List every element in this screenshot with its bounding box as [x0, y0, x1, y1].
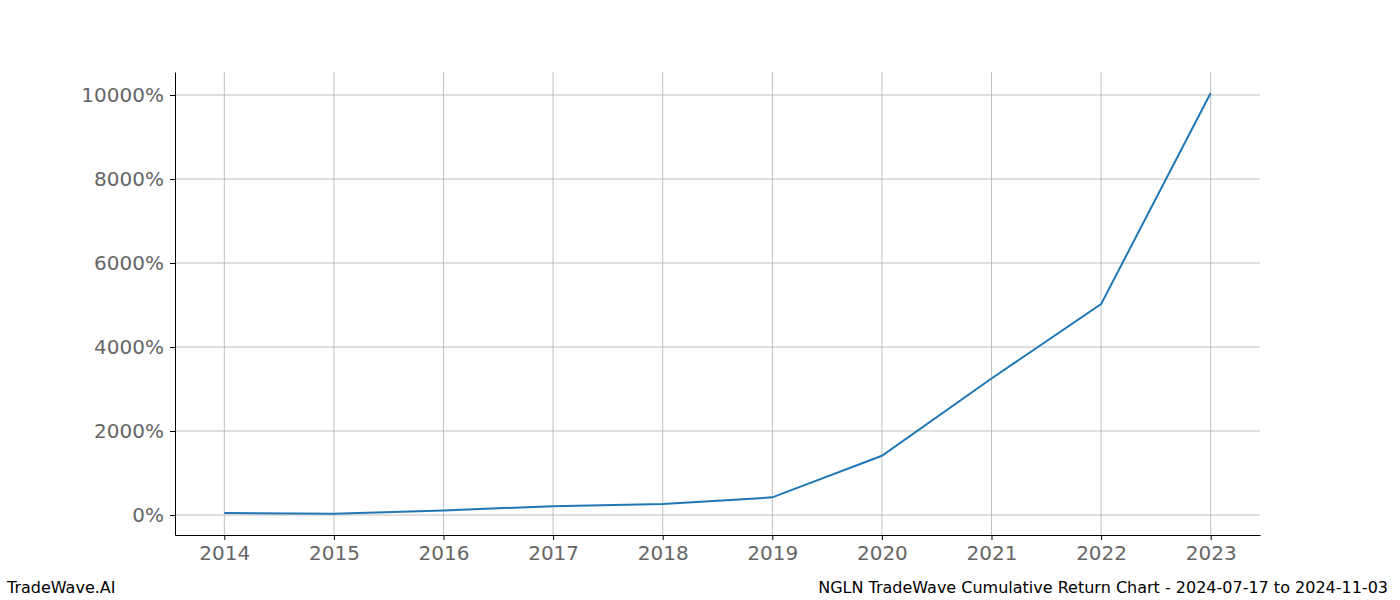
- x-tick-label: 2015: [309, 541, 360, 565]
- y-axis-line: [175, 73, 176, 536]
- x-tick-label: 2019: [747, 541, 798, 565]
- x-tick-mark: [553, 535, 554, 540]
- y-tick: 10000%: [81, 83, 175, 107]
- grid-line-x: [224, 72, 225, 535]
- y-tick-mark: [170, 179, 175, 180]
- x-tick-mark: [991, 535, 992, 540]
- line: [224, 93, 1210, 514]
- x-tick-mark: [1101, 535, 1102, 540]
- y-tick-mark: [170, 263, 175, 264]
- grid-line-x: [443, 72, 444, 535]
- y-axis: 0% 2000% 4000% 6000% 8000% 10000%: [81, 73, 175, 536]
- x-tick-mark: [772, 535, 773, 540]
- x-tick-label: 2020: [857, 541, 908, 565]
- x-tick: 2022: [1076, 535, 1127, 565]
- annotation: TradeWave.AI: [6, 578, 115, 597]
- x-axis: 2014 2015 2016 2017 2018 2019 2020 2021 2022 2023: [176, 535, 1261, 565]
- x-tick: 2019: [747, 535, 798, 565]
- y-tick: 6000%: [94, 251, 175, 275]
- y-tick-mark: [170, 95, 175, 96]
- x-tick-mark: [882, 535, 883, 540]
- y-tick-label: 8000%: [94, 167, 164, 191]
- grid-line-x: [1210, 72, 1211, 535]
- x-tick-mark: [444, 535, 445, 540]
- grid-line-y: [175, 431, 1260, 432]
- y-tick-label: 6000%: [94, 251, 164, 275]
- y-tick-label: 0%: [132, 503, 164, 527]
- grid-line-y: [175, 515, 1260, 516]
- grid-line-y: [175, 263, 1260, 264]
- x-tick-mark: [1211, 535, 1212, 540]
- grid-line-x: [991, 72, 992, 535]
- x-tick-label: 2021: [967, 541, 1018, 565]
- x-tick-label: 2022: [1076, 541, 1127, 565]
- y-tick-mark: [170, 347, 175, 348]
- x-tick: 2021: [967, 535, 1018, 565]
- x-tick: 2018: [638, 535, 689, 565]
- y-tick: 0%: [132, 503, 175, 527]
- grid-line-x: [881, 72, 882, 535]
- x-tick: 2023: [1186, 535, 1237, 565]
- grid-line-y: [175, 95, 1260, 96]
- y-tick-mark: [170, 431, 175, 432]
- x-tick-label: 2016: [419, 541, 470, 565]
- x-tick: 2016: [419, 535, 470, 565]
- chart: 2014 2015 2016 2017 2018 2019 2020 2021 2022 2023…: [0, 0, 1400, 600]
- x-tick: 2014: [199, 535, 250, 565]
- plot-area: [224, 93, 1210, 514]
- x-tick-label: 2014: [199, 541, 250, 565]
- x-tick-mark: [334, 535, 335, 540]
- grid-line-x: [553, 72, 554, 535]
- grid-line-x: [662, 72, 663, 535]
- grid-line-x: [772, 72, 773, 535]
- x-axis-line: [176, 535, 1261, 536]
- grid: [175, 72, 1260, 535]
- grid-line-y: [175, 179, 1260, 180]
- y-tick: 4000%: [94, 335, 175, 359]
- x-tick: 2017: [528, 535, 579, 565]
- y-tick-mark: [170, 515, 175, 516]
- x-tick: 2015: [309, 535, 360, 565]
- x-tick-label: 2023: [1186, 541, 1237, 565]
- x-tick: 2020: [857, 535, 908, 565]
- x-tick-label: 2018: [638, 541, 689, 565]
- y-tick-label: 2000%: [94, 419, 164, 443]
- title: NGLN TradeWave Cumulative Return Chart -…: [818, 578, 1388, 597]
- grid-line-x: [333, 72, 334, 535]
- x-tick-mark: [224, 535, 225, 540]
- grid-line-y: [175, 347, 1260, 348]
- x-tick-label: 2017: [528, 541, 579, 565]
- y-tick-label: 10000%: [81, 83, 164, 107]
- y-tick-label: 4000%: [94, 335, 164, 359]
- y-tick: 2000%: [94, 419, 175, 443]
- y-tick: 8000%: [94, 167, 175, 191]
- x-tick-mark: [663, 535, 664, 540]
